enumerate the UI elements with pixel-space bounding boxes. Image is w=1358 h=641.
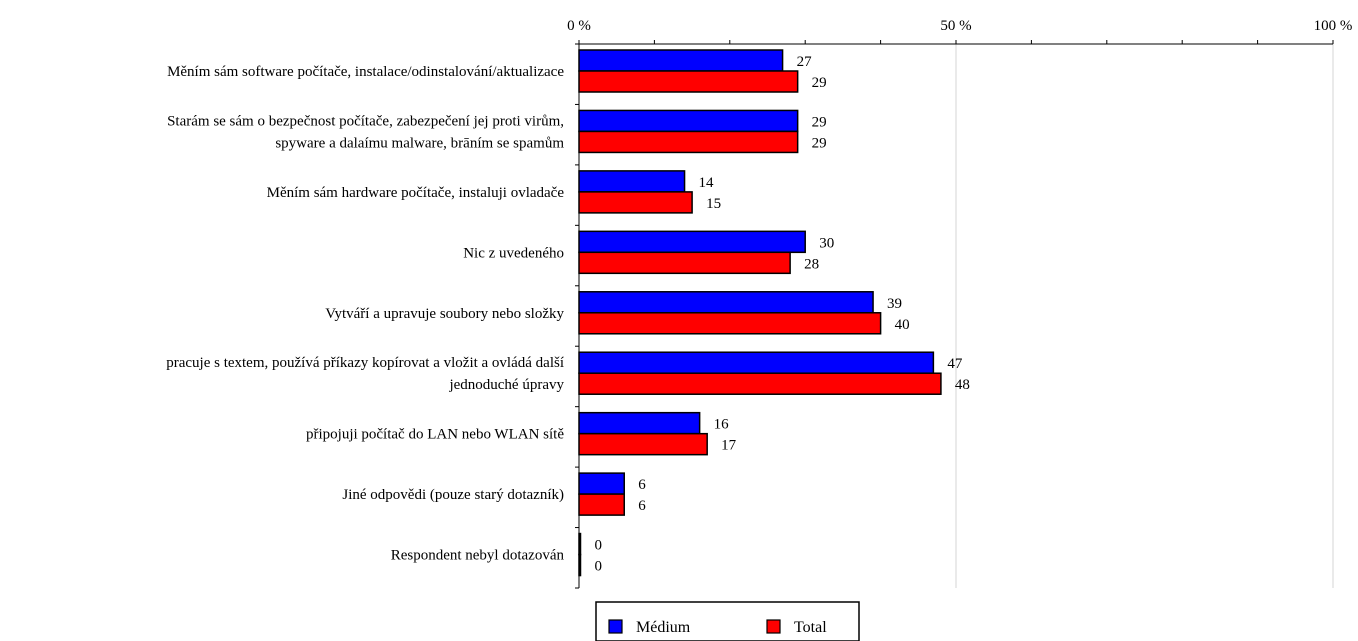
bar-medium (578, 49, 784, 72)
value-label: 39 (887, 296, 902, 312)
bar-medium (578, 472, 625, 495)
bar-total (578, 432, 708, 456)
x-tick-label: 50 % (940, 18, 971, 34)
x-tick-label: 0 % (567, 18, 591, 34)
value-label: 29 (812, 114, 827, 130)
bar-total (578, 553, 582, 577)
legend-swatch-medium (608, 619, 623, 634)
bar-total (578, 130, 799, 154)
category-label: připojuji počítač do LAN nebo WLAN sítě (306, 427, 564, 443)
bar-total (578, 312, 882, 335)
legend-frame (595, 601, 860, 641)
legend-swatch-total (766, 619, 781, 634)
bar-medium (578, 170, 686, 193)
category-label: jednoduché úpravy (448, 377, 564, 393)
value-label: 16 (714, 417, 730, 433)
axes: 0 % 50 % 100 % (567, 18, 1353, 589)
category-label: Respondent nebyl dotazován (391, 548, 565, 564)
bar-total (578, 493, 625, 516)
value-label: 17 (721, 438, 737, 454)
bar-total (578, 70, 799, 93)
category-label: Jiné odpovědi (pouze starý dotazník) (342, 487, 564, 503)
value-label: 6 (638, 498, 646, 514)
value-label: 15 (706, 196, 721, 212)
category-label: Nic z uvedeného (463, 245, 564, 261)
legend-label-medium: Médium (636, 619, 691, 636)
value-label: 48 (955, 377, 970, 393)
category-label: spyware a dalaímu malware, brāním se spa… (275, 135, 564, 151)
value-label: 6 (638, 477, 646, 493)
value-label: 27 (797, 54, 813, 70)
x-tick-label: 100 % (1314, 18, 1353, 34)
bar-total (578, 251, 791, 275)
value-label: 0 (595, 559, 603, 575)
bar-total (578, 191, 693, 214)
bar-medium (578, 532, 582, 556)
value-label: 40 (895, 317, 910, 333)
bar-total (578, 372, 942, 395)
category-label: Měním sám software počítače, instalace/o… (167, 64, 564, 80)
category-label: Měním sám hardware počítače, instaluji o… (267, 185, 565, 201)
category-label: Vytváří a upravuje soubory nebo složky (325, 306, 564, 322)
legend: Médium Total (595, 601, 860, 641)
grid-lines (955, 44, 1334, 588)
value-label: 30 (819, 235, 834, 251)
bar-medium (578, 351, 935, 374)
category-labels: Měním sám software počítače, instalace/o… (166, 64, 564, 564)
value-label: 0 (595, 538, 603, 554)
value-label: 47 (947, 356, 963, 372)
category-label: Starám se sám o bezpečnost počítače, zab… (167, 113, 564, 129)
value-label: 29 (812, 75, 827, 91)
bar-medium (578, 291, 874, 314)
bar-medium (578, 109, 799, 133)
value-label: 14 (699, 175, 715, 191)
value-label: 28 (804, 256, 819, 272)
legend-label-total: Total (794, 619, 827, 636)
value-label: 29 (812, 135, 827, 151)
category-label: pracuje s textem, používá příkazy kopíro… (166, 355, 564, 371)
bar-medium (578, 230, 806, 254)
bar-medium (578, 411, 701, 435)
